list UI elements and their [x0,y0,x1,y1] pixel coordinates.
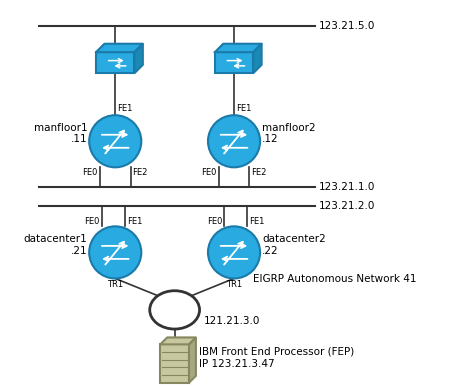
Text: FE1: FE1 [117,104,132,113]
Polygon shape [253,44,262,73]
Text: manfloor1
.11: manfloor1 .11 [34,123,87,144]
Text: TR1: TR1 [107,280,123,290]
Polygon shape [160,337,196,344]
Text: FE2: FE2 [132,168,148,177]
Text: FE0: FE0 [83,168,98,177]
Text: datacenter2
.22: datacenter2 .22 [262,234,326,256]
Polygon shape [189,337,196,383]
Text: 123.21.2.0: 123.21.2.0 [318,201,375,212]
Text: FE2: FE2 [251,168,267,177]
Text: FE1: FE1 [236,104,251,113]
Circle shape [89,115,141,167]
FancyBboxPatch shape [96,52,134,73]
Polygon shape [215,44,262,52]
FancyBboxPatch shape [160,344,189,383]
Text: manfloor2
.12: manfloor2 .12 [262,123,316,144]
Text: FE1: FE1 [127,217,142,225]
Text: EIGRP Autonomous Network 41: EIGRP Autonomous Network 41 [253,274,417,284]
FancyBboxPatch shape [215,52,253,73]
Text: FE0: FE0 [84,217,100,225]
Polygon shape [134,44,143,73]
Text: IBM Front End Processor (FEP)
IP 123.21.3.47: IBM Front End Processor (FEP) IP 123.21.… [198,347,354,369]
Text: 123.21.1.0: 123.21.1.0 [318,182,375,192]
Circle shape [208,226,260,278]
Text: 121.21.3.0: 121.21.3.0 [203,317,260,327]
Ellipse shape [150,291,199,329]
Text: FE0: FE0 [202,168,217,177]
Text: TR1: TR1 [226,280,242,290]
Circle shape [89,226,141,278]
Text: FE1: FE1 [249,217,265,225]
Text: datacenter1
.21: datacenter1 .21 [23,234,87,256]
Text: 123.21.5.0: 123.21.5.0 [318,21,375,31]
Polygon shape [96,44,143,52]
Text: FE0: FE0 [207,217,223,225]
Circle shape [208,115,260,167]
